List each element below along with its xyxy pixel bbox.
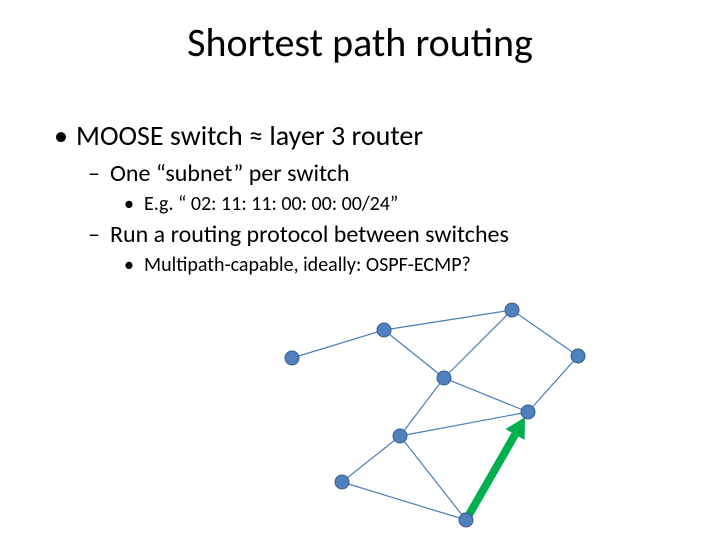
graph-edge	[444, 378, 528, 412]
graph-edge	[444, 310, 512, 378]
routing-arrow	[466, 435, 515, 520]
graph-edge	[342, 482, 466, 520]
graph-edge	[342, 436, 400, 482]
graph-node	[521, 405, 535, 419]
graph-edge	[400, 378, 444, 436]
bullet-lvl3: E.g. “ 02: 11: 11: 00: 00: 00/24”	[54, 192, 674, 216]
bullet-lvl2: Run a routing protocol between switches	[54, 220, 674, 249]
graph-edge	[384, 330, 444, 378]
slide-title: Shortest path routing	[0, 18, 720, 67]
bullet-lvl1: MOOSE switch ≈ layer 3 router	[54, 118, 674, 153]
network-diagram	[270, 302, 630, 530]
graph-edge	[400, 412, 528, 436]
bullet-lvl3: Multipath-capable, ideally: OSPF-ECMP?	[54, 253, 674, 277]
slide: Shortest path routing MOOSE switch ≈ lay…	[0, 0, 720, 540]
graph-node	[437, 371, 451, 385]
graph-edge	[528, 356, 578, 412]
graph-edge	[384, 310, 512, 330]
graph-node	[393, 429, 407, 443]
graph-node	[335, 475, 349, 489]
graph-node	[505, 303, 519, 317]
bullet-lvl2: One “subnet” per switch	[54, 159, 674, 188]
graph-node	[459, 513, 473, 527]
graph-edge	[512, 310, 578, 356]
graph-node	[377, 323, 391, 337]
graph-node	[285, 351, 299, 365]
graph-node	[571, 349, 585, 363]
graph-edge	[292, 330, 384, 358]
slide-body: MOOSE switch ≈ layer 3 router One “subne…	[54, 118, 674, 281]
graph-edge	[400, 436, 466, 520]
